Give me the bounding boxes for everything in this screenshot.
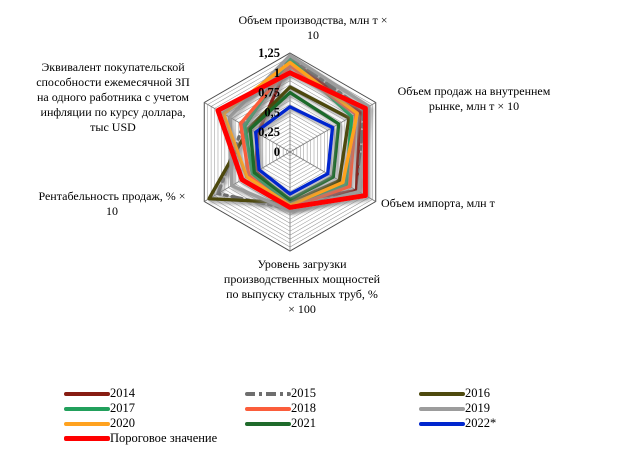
legend-row: 2017 2018 2019 xyxy=(64,401,604,416)
legend-swatch xyxy=(64,391,110,396)
legend-item-2018: 2018 xyxy=(245,401,419,416)
legend-swatch xyxy=(419,406,465,411)
radial-tick-label: 0,5 xyxy=(264,105,280,119)
axis-label-domestic-sales: Объем продаж на внутреннем рынке, млн т … xyxy=(397,84,551,113)
axis-label-sales-profitability: Рентабельность продаж, % × 10 xyxy=(38,189,186,218)
series-2022- xyxy=(254,105,335,196)
legend-item-2022-: 2022* xyxy=(419,416,579,431)
legend-label: 2015 xyxy=(291,386,316,400)
legend-row: 2014 2015 2016 xyxy=(64,386,604,401)
legend: 2014 2015 2016 2017 2018 2019 2020 2021 2022* Пор… xyxy=(64,386,604,446)
series-group xyxy=(207,53,371,213)
legend-label: 2022* xyxy=(465,416,497,430)
legend-item-2014: 2014 xyxy=(64,386,245,401)
legend-row: Пороговое значение xyxy=(64,431,604,446)
radial-tick-label: 1,25 xyxy=(258,46,280,60)
legend-label: 2016 xyxy=(465,386,490,400)
radial-tick-label: 0,75 xyxy=(258,86,280,100)
legend-row: 2020 2021 2022* xyxy=(64,416,604,431)
legend-item-2016: 2016 xyxy=(419,386,579,401)
series-2019 xyxy=(227,53,371,213)
radial-tick-label: 0,25 xyxy=(258,125,280,139)
legend-label: 2019 xyxy=(465,401,490,415)
axis-label-capacity-utilization: Уровень загрузки производственных мощнос… xyxy=(223,257,381,316)
legend-item-2020: 2020 xyxy=(64,416,245,431)
legend-swatch xyxy=(245,406,291,411)
legend-swatch xyxy=(245,421,291,426)
axis-label-salary-equivalent: Эквивалент покупательской способности еж… xyxy=(36,60,190,134)
legend-swatch xyxy=(64,436,110,441)
legend-item-2015: 2015 xyxy=(245,386,419,401)
series-2021 xyxy=(248,90,341,202)
legend-item-2017: 2017 xyxy=(64,401,245,416)
radar-chart: 0 0,25 0,5 0,75 1 1,25 xyxy=(203,46,377,252)
legend-item-2019: 2019 xyxy=(419,401,579,416)
legend-label: 2020 xyxy=(110,416,135,430)
legend-label: 2017 xyxy=(110,401,135,415)
legend-label: Пороговое значение xyxy=(110,431,218,445)
legend-label: 2021 xyxy=(291,416,316,430)
radial-tick-label: 0 xyxy=(274,145,280,159)
legend-label: 2014 xyxy=(110,386,135,400)
legend-item-2021: 2021 xyxy=(245,416,419,431)
legend-item--: Пороговое значение xyxy=(64,431,245,446)
legend-swatch xyxy=(419,391,465,396)
legend-label: 2018 xyxy=(291,401,316,415)
legend-swatch xyxy=(64,406,110,411)
radial-tick-label: 1 xyxy=(274,66,280,80)
axis-label-production: Объем производства, млн т × 10 xyxy=(238,13,388,42)
series-- xyxy=(215,70,368,210)
axis-label-imports: Объем импорта, млн т xyxy=(381,196,495,210)
legend-swatch xyxy=(245,391,291,396)
legend-swatch xyxy=(64,421,110,426)
legend-swatch xyxy=(419,421,465,426)
radial-tick-labels: 0 0,25 0,5 0,75 1 1,25 xyxy=(258,46,280,159)
